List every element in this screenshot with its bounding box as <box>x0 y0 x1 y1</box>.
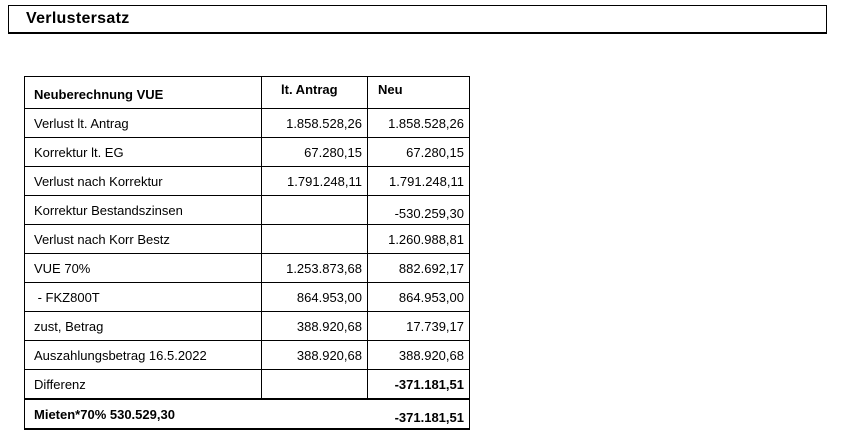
value-neu: 1.260.988,81 <box>367 225 469 253</box>
table-row: Korrektur Bestandszinsen -530.259,30 <box>25 195 469 224</box>
row-label: Korrektur lt. EG <box>34 144 124 160</box>
table-row: Verlust nach Korr Bestz 1.260.988,81 <box>25 224 469 253</box>
document-title-box: Verlustersatz <box>8 5 827 34</box>
verlustersatz-table: Neuberechnung VUE lt. Antrag Neu Verlust… <box>24 76 470 430</box>
table-row: VUE 70% 1.253.873,68 882.692,17 <box>25 253 469 282</box>
value-lt-antrag: 1.791.248,11 <box>261 167 367 195</box>
column-header-neuberechnung-vue: Neuberechnung VUE <box>34 87 164 102</box>
table-header-row: Neuberechnung VUE lt. Antrag Neu <box>25 77 469 108</box>
value-lt-antrag: 864.953,00 <box>261 283 367 311</box>
row-label: Verlust nach Korrektur <box>34 173 163 189</box>
table-row: Verlust lt. Antrag 1.858.528,26 1.858.528,… <box>25 108 469 137</box>
table-row: zust, Betrag 388.920,68 17.739,17 <box>25 311 469 340</box>
value-neu: 1.858.528,26 <box>367 109 469 137</box>
column-header-neu: Neu <box>367 77 469 108</box>
value-lt-antrag <box>261 196 367 224</box>
value-neu: 1.791.248,11 <box>367 167 469 195</box>
table-footer-row: Mieten*70% 530.529,30 -371.181,51 <box>25 398 469 428</box>
value-lt-antrag: 388.920,68 <box>261 341 367 369</box>
value-neu: 864.953,00 <box>367 283 469 311</box>
footer-label: Mieten*70% 530.529,30 <box>34 406 175 422</box>
footer-value-neu: -371.181,51 <box>394 410 464 425</box>
value-neu: -530.259,30 <box>367 196 469 224</box>
value-lt-antrag: 1.253.873,68 <box>261 254 367 282</box>
value-neu: -371.181,51 <box>367 370 469 398</box>
column-header-lt-antrag: lt. Antrag <box>261 77 367 108</box>
row-label: - FKZ800T <box>34 289 100 305</box>
table-body: Verlust lt. Antrag 1.858.528,26 1.858.528,… <box>25 108 469 398</box>
table-row: Korrektur lt. EG 67.280,15 67.280,15 <box>25 137 469 166</box>
value-neu: 17.739,17 <box>367 312 469 340</box>
value-neu: 882.692,17 <box>367 254 469 282</box>
value-neu: 388.920,68 <box>367 341 469 369</box>
row-label: Verlust lt. Antrag <box>34 115 129 131</box>
value-lt-antrag: 1.858.528,26 <box>261 109 367 137</box>
row-label: Differenz <box>34 376 86 392</box>
table-row: Differenz -371.181,51 <box>25 369 469 398</box>
value-lt-antrag: 388.920,68 <box>261 312 367 340</box>
table-row: - FKZ800T 864.953,00 864.953,00 <box>25 282 469 311</box>
value-lt-antrag <box>261 225 367 253</box>
row-label: Verlust nach Korr Bestz <box>34 231 170 247</box>
row-label: Auszahlungsbetrag 16.5.2022 <box>34 347 207 363</box>
table-row: Auszahlungsbetrag 16.5.2022 388.920,68 388… <box>25 340 469 369</box>
value-lt-antrag: 67.280,15 <box>261 138 367 166</box>
table-row: Verlust nach Korrektur 1.791.248,11 1.791.… <box>25 166 469 195</box>
row-label: VUE 70% <box>34 260 91 276</box>
value-lt-antrag <box>261 370 367 398</box>
page-title: Verlustersatz <box>26 10 130 27</box>
value-neu: 67.280,15 <box>367 138 469 166</box>
row-label: zust, Betrag <box>34 318 104 334</box>
row-label: Korrektur Bestandszinsen <box>34 202 183 218</box>
